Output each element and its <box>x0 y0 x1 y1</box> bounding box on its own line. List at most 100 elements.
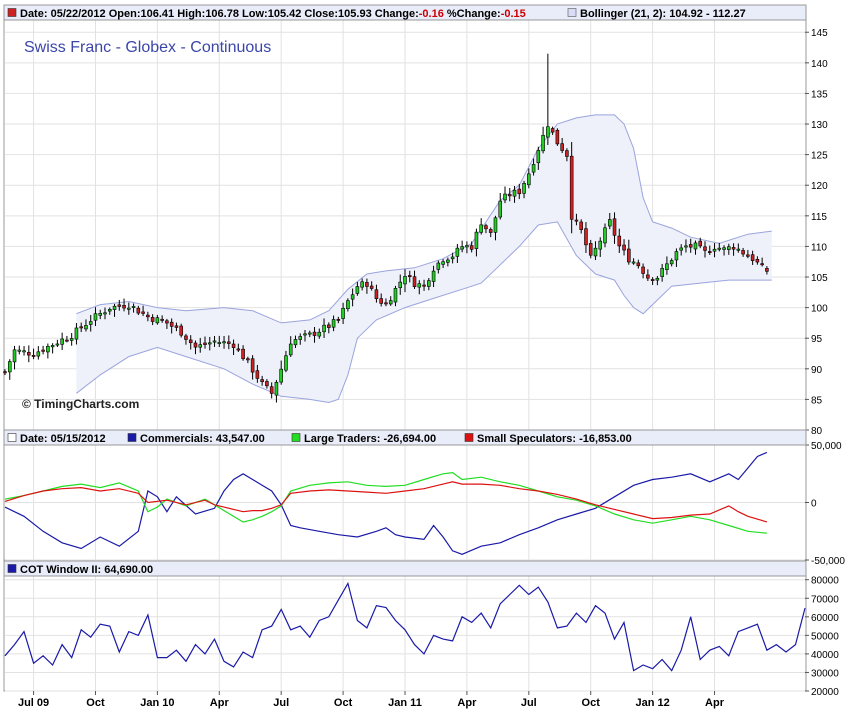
price-candle <box>688 238 693 253</box>
window-info-text: COT Window II: 64,690.00 <box>20 564 153 576</box>
price-y-tick-label: 80 <box>811 426 823 437</box>
price-candle <box>22 346 26 356</box>
bollinger-label: Bollinger (21, 2): <box>580 8 666 20</box>
price-candle <box>536 146 541 170</box>
price-candle <box>112 303 117 317</box>
price-candle <box>41 345 45 355</box>
price-candle <box>50 343 55 354</box>
price-candle <box>179 323 183 338</box>
price-candle <box>36 346 41 360</box>
price-y-tick-label: 85 <box>811 395 823 406</box>
x-tick-label: Apr <box>705 697 725 709</box>
cot-panel: -50,000 0 50,000 Date: 05/15/2012 Commerci… <box>3 429 845 567</box>
price-candle <box>712 243 717 258</box>
cot-date-value: 05/15/2012 <box>51 433 106 445</box>
price-candle <box>250 355 255 380</box>
bollinger-band-fill <box>76 114 772 403</box>
price-candle <box>503 186 507 204</box>
price-candle <box>574 213 579 226</box>
price-candle <box>184 333 188 345</box>
price-candle <box>760 257 764 267</box>
price-y-tick-label: 125 <box>811 151 828 162</box>
large-traders-line <box>4 471 767 534</box>
price-candle <box>646 269 650 282</box>
cot-y-axis: -50,000 0 50,000 <box>805 441 845 567</box>
price-candle <box>622 239 626 256</box>
price-candle <box>79 322 83 333</box>
price-y-axis: 80 85 90 95 100 105 110 115 120 125 130 135 140 145 <box>805 28 828 437</box>
price-candle <box>455 243 460 264</box>
price-candle <box>388 296 393 306</box>
window-value: 64,690.00 <box>104 564 153 576</box>
low-label: Low: <box>242 8 268 20</box>
cot-window-ii-line <box>4 581 806 672</box>
cot-date-label: Date: <box>20 433 48 445</box>
price-candle <box>560 137 564 154</box>
price-candle <box>631 258 636 265</box>
price-candle <box>507 187 512 202</box>
date-label: Date: <box>20 8 48 20</box>
price-candle <box>417 280 422 295</box>
price-candle <box>550 126 555 135</box>
price-candle <box>231 339 236 356</box>
price-candle <box>341 302 345 325</box>
cot-y-tick-label: -50,000 <box>811 556 845 567</box>
commercials-line <box>4 451 768 555</box>
change-value: -0.16 <box>419 8 444 20</box>
price-candle <box>31 348 36 360</box>
price-candle <box>360 278 364 291</box>
price-candle <box>546 53 550 145</box>
price-candle <box>46 343 50 359</box>
price-candle <box>331 315 336 332</box>
price-candle <box>717 242 722 252</box>
price-candle <box>755 256 760 265</box>
price-candle <box>607 212 612 230</box>
large-traders-legend-swatch <box>291 433 301 442</box>
price-candle <box>541 126 545 154</box>
price-candle <box>527 168 531 189</box>
price-candle <box>407 270 412 283</box>
price-candle <box>150 314 155 326</box>
price-candle <box>650 277 655 285</box>
x-axis: Jul 09 Oct Jan 10 Apr Jul Oct Jan 11 Apr Jul Oct J… <box>18 691 725 709</box>
price-candle <box>498 193 503 220</box>
change-label: Change: <box>375 8 419 20</box>
price-candle <box>684 239 688 253</box>
price-candle <box>655 276 660 286</box>
price-candle <box>727 243 731 255</box>
window-y-axis: 20000 30000 40000 50000 60000 70000 80000 <box>805 576 839 698</box>
commercials-info-text: Commercials: 43,547.00 <box>140 433 265 445</box>
price-candle <box>588 239 593 259</box>
commercials-label: Commercials: <box>140 433 213 445</box>
price-candle <box>60 332 64 351</box>
price-candle <box>212 335 217 347</box>
large-traders-label: Large Traders: <box>304 433 380 445</box>
small-speculators-value: -16,853.00 <box>579 433 632 445</box>
price-y-tick-label: 145 <box>811 28 828 39</box>
price-candle <box>227 335 231 350</box>
price-candle <box>7 359 12 380</box>
price-y-tick-label: 130 <box>811 120 828 131</box>
bollinger-lower-line <box>76 221 772 404</box>
commercials-legend-swatch <box>127 433 137 442</box>
price-candle <box>236 343 241 352</box>
price-candle <box>188 335 193 350</box>
price-candle <box>736 243 741 253</box>
price-candle <box>465 241 469 254</box>
price-y-tick-label: 90 <box>811 365 823 376</box>
price-candle <box>488 227 493 238</box>
price-candle <box>307 330 312 338</box>
price-candle <box>122 298 126 312</box>
price-candle <box>703 241 707 258</box>
watermark: © TimingCharts.com <box>22 397 139 411</box>
price-candle <box>746 249 750 259</box>
close-value: 105.93 <box>338 8 372 20</box>
price-candle <box>255 364 260 383</box>
window-panel: 20000 30000 40000 50000 60000 70000 80000 COT … <box>3 560 839 698</box>
price-candle <box>317 328 322 339</box>
price-candle <box>469 241 474 253</box>
price-y-tick-label: 135 <box>811 89 828 100</box>
x-tick-label: Oct <box>86 697 105 709</box>
price-candle <box>593 241 598 261</box>
small-speculators-info-text: Small Speculators: -16,853.00 <box>477 433 632 445</box>
